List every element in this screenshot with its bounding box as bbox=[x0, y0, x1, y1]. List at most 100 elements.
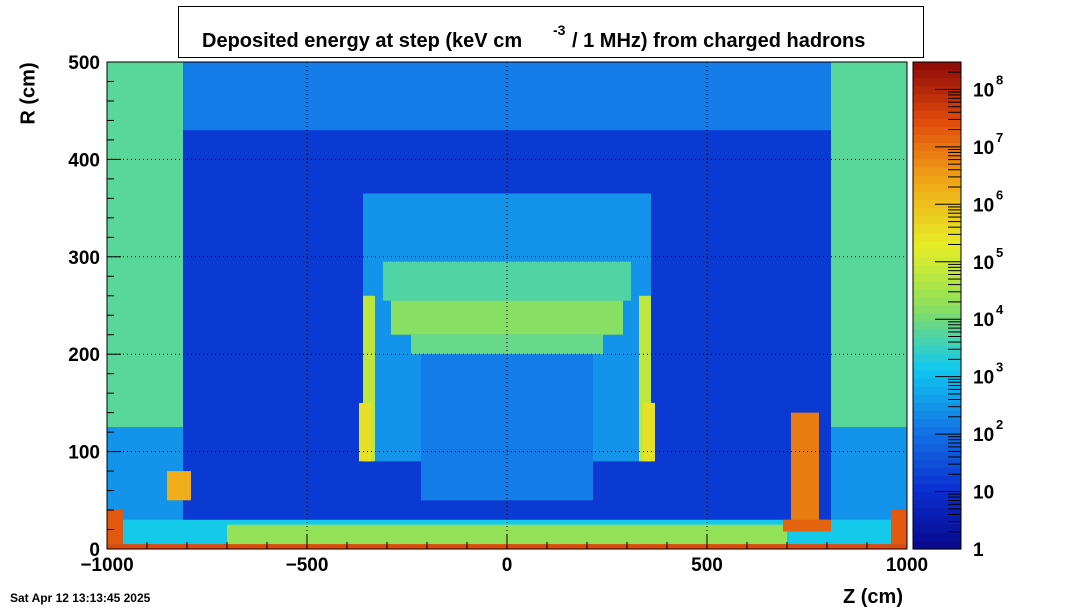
x-tick-label-2: 0 bbox=[502, 555, 513, 576]
x-axis-title: Z (cm) bbox=[843, 586, 903, 608]
x-tick-label-4: 1000 bbox=[886, 555, 928, 576]
colorbar-segment bbox=[913, 500, 961, 510]
colorbar-segment bbox=[913, 451, 961, 461]
colorbar-segment bbox=[913, 459, 961, 469]
colorbar-segment bbox=[913, 94, 961, 104]
colorbar-label-exponent-6: 6 bbox=[996, 187, 1003, 202]
heatmap-region-21 bbox=[791, 412, 819, 530]
colorbar-segment bbox=[913, 232, 961, 242]
colorbar-label-0: 1 bbox=[973, 540, 984, 561]
heatmap-region-19 bbox=[891, 510, 907, 545]
heatmap-region-15 bbox=[643, 402, 655, 462]
heatmap-region-18 bbox=[107, 510, 123, 545]
colorbar-label-5: 10 bbox=[973, 253, 994, 274]
colorbar-label-8: 10 bbox=[973, 80, 994, 101]
colorbar-segment bbox=[913, 183, 961, 193]
heatmap-region-14 bbox=[359, 402, 371, 462]
colorbar-segment bbox=[913, 313, 961, 323]
y-tick-label-0: 0 bbox=[89, 540, 100, 561]
colorbar-segment bbox=[913, 475, 961, 485]
colorbar-segment bbox=[913, 264, 961, 274]
colorbar-segment bbox=[913, 354, 961, 363]
colorbar-segment bbox=[913, 394, 961, 404]
timestamp: Sat Apr 12 13:13:45 2025 bbox=[10, 591, 151, 605]
colorbar-segment bbox=[913, 362, 961, 372]
colorbar-segment bbox=[913, 78, 961, 87]
colorbar-segment bbox=[913, 297, 961, 307]
colorbar-segment bbox=[913, 443, 961, 453]
colorbar-label-2: 10 bbox=[973, 425, 994, 446]
colorbar-segment bbox=[913, 402, 961, 412]
colorbar-segment bbox=[913, 524, 961, 534]
colorbar-segment bbox=[913, 337, 961, 347]
colorbar-segment bbox=[913, 86, 961, 96]
colorbar-segment bbox=[913, 378, 961, 388]
colorbar-segment bbox=[913, 191, 961, 201]
x-tick-label-3: 500 bbox=[691, 555, 723, 576]
axes: −1000 −500 0 500 1000 0 100 200 300 400 500 bbox=[68, 53, 928, 576]
colorbar-segment bbox=[913, 102, 961, 112]
colorbar-label-exponent-7: 7 bbox=[996, 130, 1003, 145]
colorbar-segment bbox=[913, 256, 961, 266]
colorbar-label-7: 10 bbox=[973, 138, 994, 159]
x-tick-label-1: −500 bbox=[286, 555, 329, 576]
y-tick-label-5: 500 bbox=[68, 53, 100, 74]
colorbar-segment bbox=[913, 329, 961, 339]
colorbar-segment bbox=[913, 321, 961, 331]
colorbar-segment bbox=[913, 62, 961, 71]
colorbar-segment bbox=[913, 159, 961, 169]
colorbar-segment bbox=[913, 151, 961, 160]
x-tick-label-0: −1000 bbox=[80, 555, 133, 576]
y-tick-label-3: 300 bbox=[68, 248, 100, 269]
colorbar-segment bbox=[913, 289, 961, 298]
colorbar-segment bbox=[913, 508, 961, 518]
colorbar-segment bbox=[913, 135, 961, 144]
heatmap-region-4 bbox=[831, 62, 907, 428]
y-tick-label-4: 400 bbox=[68, 150, 100, 171]
colorbar-label-6: 10 bbox=[973, 195, 994, 216]
colorbar-segment bbox=[913, 248, 961, 258]
colorbar-segment bbox=[913, 427, 961, 436]
colorbar-segment bbox=[913, 305, 961, 315]
colorbar-label-exponent-4: 4 bbox=[996, 302, 1004, 317]
colorbar-segment bbox=[913, 484, 961, 493]
colorbar-segment bbox=[913, 516, 961, 526]
colorbar-segment bbox=[913, 118, 961, 128]
grid bbox=[107, 62, 907, 549]
colorbar-segment bbox=[913, 467, 961, 477]
chart-title-units: / 1 MHz) from charged hadrons bbox=[572, 30, 866, 52]
colorbar-segment bbox=[913, 70, 961, 79]
colorbar-segment bbox=[913, 224, 961, 234]
heatmap-region-3 bbox=[107, 62, 183, 428]
colorbar-segment bbox=[913, 208, 961, 217]
colorbar-segment bbox=[913, 240, 961, 250]
y-tick-label-2: 200 bbox=[68, 345, 100, 366]
colorbar-segment bbox=[913, 110, 961, 120]
y-tick-label-1: 100 bbox=[68, 443, 100, 464]
colorbar-segment bbox=[913, 370, 961, 380]
heatmap-region-9 bbox=[391, 300, 623, 335]
colorbar-segment bbox=[913, 419, 961, 428]
colorbar-label-4: 10 bbox=[973, 310, 994, 331]
heatmap-region-22 bbox=[783, 519, 831, 532]
colorbar-segment bbox=[913, 435, 961, 445]
chart-title-box: Deposited energy at step (keV cm -3 / 1 … bbox=[178, 6, 924, 58]
colorbar-label-exponent-2: 2 bbox=[996, 417, 1003, 432]
colorbar-segment bbox=[913, 175, 961, 185]
heatmap-region-10 bbox=[411, 334, 603, 355]
colorbar-label-exponent-3: 3 bbox=[996, 360, 1003, 375]
colorbar-segment bbox=[913, 216, 961, 225]
colorbar-segment bbox=[913, 386, 961, 396]
chart-title-exponent: -3 bbox=[553, 22, 566, 38]
colorbar-segment bbox=[913, 167, 961, 177]
colorbar-label-3: 10 bbox=[973, 368, 994, 389]
colorbar-segment bbox=[913, 346, 961, 355]
y-axis-title: R (cm) bbox=[17, 62, 40, 125]
colorbar-segment bbox=[913, 540, 961, 550]
colorbar-segment bbox=[913, 273, 961, 282]
colorbar-segment bbox=[913, 143, 961, 152]
colorbar-label-exponent-5: 5 bbox=[996, 245, 1003, 260]
colorbar-segment bbox=[913, 126, 961, 136]
colorbar-label-1: 10 bbox=[973, 483, 994, 504]
